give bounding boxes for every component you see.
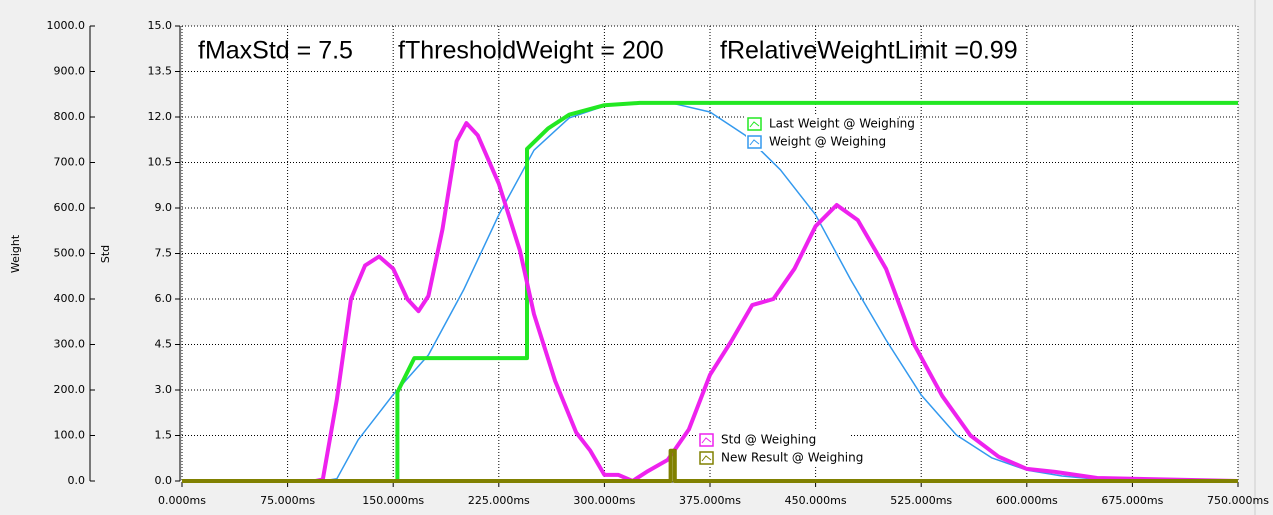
y-tick-label: 500.0 — [54, 247, 86, 260]
x-tick-label: 0.000ms — [158, 494, 206, 507]
series-line — [182, 100, 1238, 483]
annotation: fMaxStd = 7.5 — [198, 37, 353, 65]
y2-tick-label: 10.5 — [148, 156, 173, 169]
legend-icon — [749, 139, 760, 146]
series-line — [182, 448, 1238, 483]
series-line — [182, 102, 1239, 482]
y-tick-label: 400.0 — [54, 292, 86, 305]
y2-tick-label: 13.5 — [148, 65, 173, 78]
legend-bg — [746, 115, 898, 151]
legend-label: New Result @ Weighing — [721, 451, 863, 465]
legend-bg — [698, 431, 850, 467]
legend-swatch — [699, 451, 714, 465]
y2-tick-label: 0.0 — [155, 474, 173, 487]
y2-tick-label: 1.5 — [155, 429, 173, 442]
y-tick-label: 700.0 — [54, 156, 86, 169]
y2-axis-title: Std — [99, 245, 112, 263]
legend-label: Weight @ Weighing — [769, 135, 886, 149]
x-tick-label: 300.000ms — [573, 494, 635, 507]
legend-swatch — [747, 117, 762, 131]
y-tick-label: 900.0 — [54, 65, 86, 78]
y2-tick-label: 9.0 — [155, 201, 173, 214]
x-tick-label: 600.000ms — [996, 494, 1058, 507]
y-tick-label: 600.0 — [54, 201, 86, 214]
x-tick-label: 150.000ms — [362, 494, 424, 507]
y-tick-label: 200.0 — [54, 383, 86, 396]
y-tick-label: 1000.0 — [47, 19, 86, 32]
annotation: fRelativeWeightLimit =0.99 — [720, 37, 1018, 65]
y-axis-title: Weight — [9, 234, 22, 273]
y-tick-label: 800.0 — [54, 110, 86, 123]
legend-swatch — [747, 135, 762, 149]
legend-icon — [701, 437, 712, 444]
legend-swatch — [699, 433, 714, 447]
x-tick-label: 675.000ms — [1101, 494, 1163, 507]
y2-tick-label: 15.0 — [148, 19, 173, 32]
x-tick-label: 750.000ms — [1207, 494, 1269, 507]
legend-icon — [749, 121, 760, 128]
y-tick-label: 300.0 — [54, 338, 86, 351]
y2-tick-label: 6.0 — [155, 292, 173, 305]
x-tick-label: 225.000ms — [468, 494, 530, 507]
annotation: fThresholdWeight = 200 — [398, 37, 664, 65]
y-tick-label: 0.0 — [68, 474, 86, 487]
legend-icon — [701, 455, 712, 462]
legend-label: Std @ Weighing — [721, 433, 816, 447]
x-tick-label: 450.000ms — [785, 494, 847, 507]
y2-tick-label: 7.5 — [155, 247, 173, 260]
x-tick-label: 525.000ms — [890, 494, 952, 507]
legend-label: Last Weight @ Weighing — [769, 117, 915, 131]
y2-tick-label: 12.0 — [148, 110, 173, 123]
x-tick-label: 75.000ms — [260, 494, 315, 507]
y2-tick-label: 4.5 — [155, 338, 173, 351]
x-tick-label: 375.000ms — [679, 494, 741, 507]
y-tick-label: 100.0 — [54, 429, 86, 442]
series-line — [182, 121, 1239, 483]
y2-tick-label: 3.0 — [155, 383, 173, 396]
